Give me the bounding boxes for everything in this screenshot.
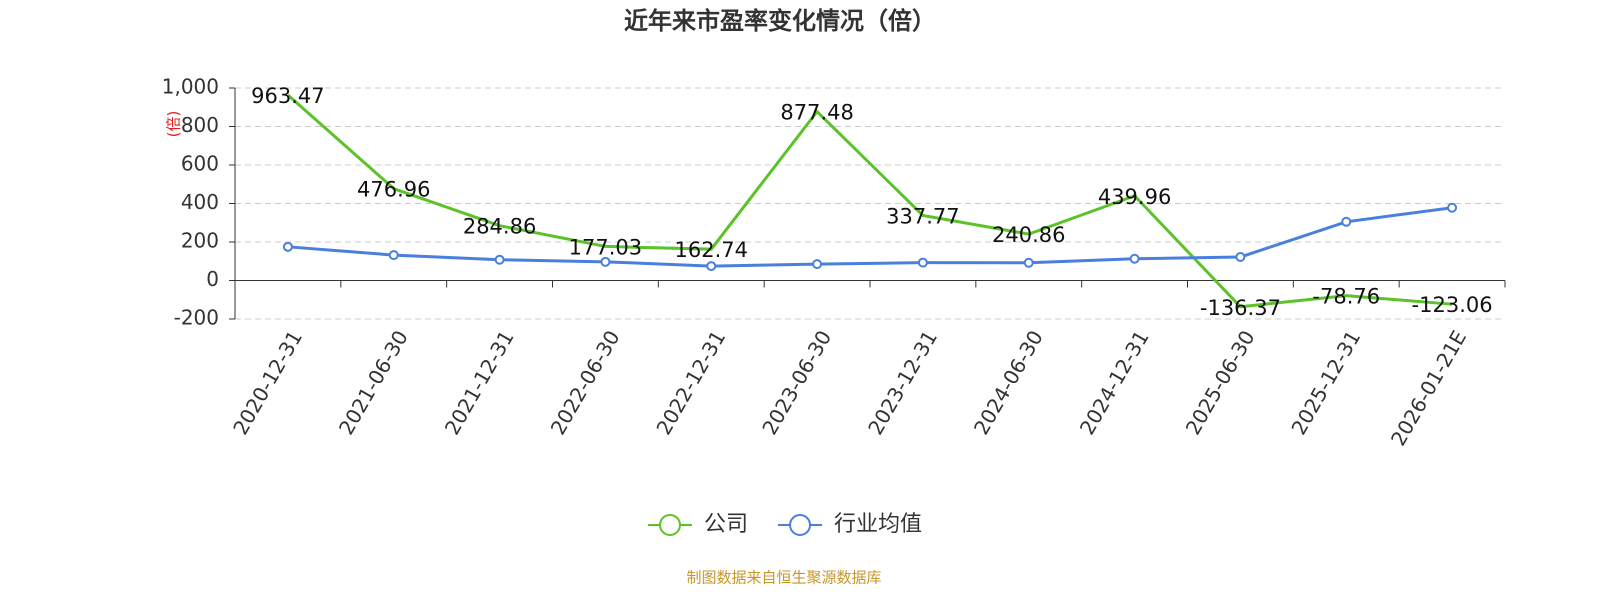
y-tick-label: 600 xyxy=(181,152,219,176)
x-tick-label: 2023-12-31 xyxy=(863,326,942,439)
data-point xyxy=(1235,252,1246,263)
source-note: 制图数据来自恒生聚源数据库 xyxy=(686,569,881,587)
legend-label: 公司 xyxy=(704,512,748,537)
data-label: 284.86 xyxy=(463,215,536,239)
data-label: 439.96 xyxy=(1098,185,1171,209)
x-tick-label: 2024-12-31 xyxy=(1075,326,1154,439)
x-tick-label: 2021-12-31 xyxy=(440,326,519,439)
x-tick-label: 2020-12-31 xyxy=(228,326,307,439)
data-point xyxy=(388,250,399,261)
x-tick-label: 2025-12-31 xyxy=(1286,326,1365,439)
data-point xyxy=(494,254,505,265)
data-label: -123.06 xyxy=(1412,293,1493,317)
chart-title: 近年来市盈率变化情况（倍） xyxy=(624,7,936,35)
y-tick-label: -200 xyxy=(174,306,219,330)
data-point xyxy=(706,261,717,272)
x-tick-label: 2024-06-30 xyxy=(969,326,1048,439)
data-label: -136.37 xyxy=(1200,296,1281,320)
legend-label: 行业均值 xyxy=(834,512,922,537)
y-tick-label: 400 xyxy=(181,190,219,214)
data-point xyxy=(812,259,823,270)
y-tick-label: 800 xyxy=(181,113,219,137)
data-point xyxy=(600,256,611,267)
y-tick-label: 200 xyxy=(181,229,219,253)
y-tick-label: 1,000 xyxy=(162,75,219,99)
x-tick-label: 2025-06-30 xyxy=(1181,326,1260,439)
x-tick-label: 2023-06-30 xyxy=(757,326,836,439)
data-label: 162.74 xyxy=(675,238,748,262)
data-label: 877.48 xyxy=(780,101,853,125)
data-point xyxy=(1341,216,1352,227)
data-label: 337.77 xyxy=(886,204,959,228)
data-label: 177.03 xyxy=(569,235,642,259)
series-line xyxy=(287,206,1453,268)
y-axis-label: (倍) xyxy=(165,111,183,138)
data-point xyxy=(917,257,928,268)
data-label: -78.76 xyxy=(1312,285,1380,309)
data-label: 240.86 xyxy=(992,223,1065,247)
legend-marker xyxy=(789,514,812,536)
data-point xyxy=(1129,253,1140,264)
x-tick-label: 2022-06-30 xyxy=(546,326,625,439)
data-label: 963.47 xyxy=(251,84,324,108)
legend-marker xyxy=(659,514,681,536)
data-point xyxy=(1023,257,1034,268)
x-tick-label: 2021-06-30 xyxy=(334,326,413,439)
x-tick-label: 2026-01-21E xyxy=(1386,326,1471,450)
y-tick-label: 0 xyxy=(206,267,219,291)
data-label: 476.96 xyxy=(357,178,430,202)
data-point xyxy=(1447,202,1458,213)
x-tick-label: 2022-12-31 xyxy=(651,326,730,439)
series-line xyxy=(286,93,1453,309)
data-point xyxy=(282,241,293,252)
